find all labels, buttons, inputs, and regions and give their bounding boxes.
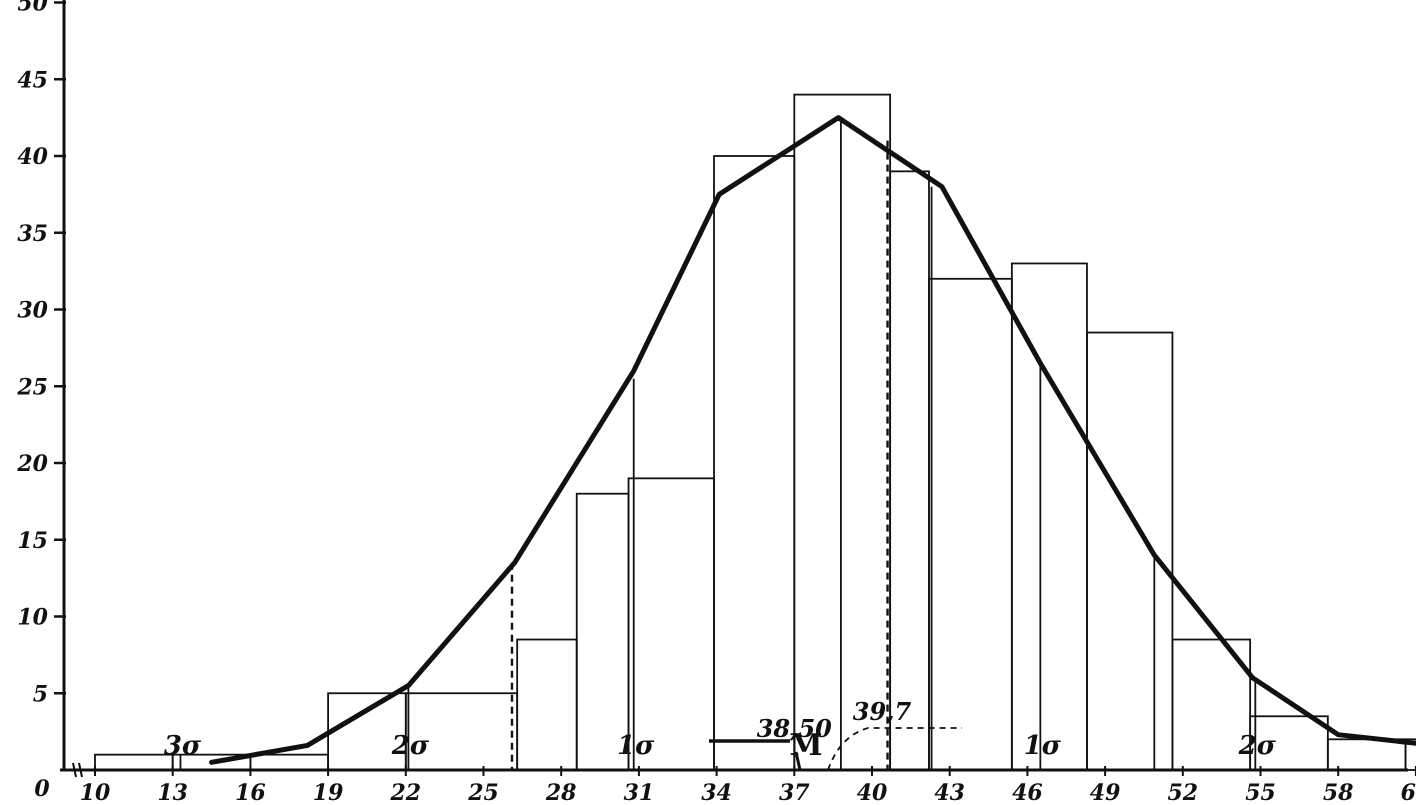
y-tick-label: 30: [17, 298, 48, 324]
x-tick-label: 40: [857, 780, 888, 805]
x-tick-label: 55: [1245, 780, 1276, 805]
histogram-bar: [94, 753, 174, 771]
x-tick-label: 46: [1012, 780, 1043, 805]
curve-line: [209, 115, 1416, 765]
x-tick-label: 25: [467, 780, 499, 805]
x-tick-label: 13: [157, 780, 188, 805]
histogram-bar: [1171, 638, 1252, 771]
sigma-label: 1σ: [617, 731, 655, 761]
y-tick-label: 20: [16, 451, 48, 477]
tick-labels: 5 10 15 20 25 30 35 40 45 50 0 10 13 16 19 22 25 28 31 34 37…: [16, 0, 1416, 805]
axes: [54, 0, 1416, 778]
annotation-mean-value: 38,50: [757, 714, 832, 743]
y-tick-label: 35: [17, 221, 48, 247]
x-tick-label: 49: [1090, 780, 1121, 805]
x-tick-label: 52: [1167, 780, 1198, 805]
sigma-label: 2σ: [1238, 731, 1277, 761]
histogram-bar: [793, 93, 892, 771]
x-tick-label: 58: [1323, 780, 1354, 805]
x-tick-label: 37: [779, 780, 810, 805]
histogram-bar: [928, 277, 1013, 771]
y-tick-label: 15: [17, 528, 48, 554]
origin-label: 0: [34, 776, 50, 802]
annotation-dashed-guide: [827, 727, 962, 771]
sigma-label: 2σ: [391, 731, 430, 761]
histogram-bar: [1326, 738, 1407, 771]
x-tick-label: 16: [235, 780, 266, 805]
sigma-reference-lines: 3σ2σ1σ1σ2σ3σ: [164, 117, 1277, 770]
annotation-median-value: 39,7: [853, 697, 912, 726]
x-tick-label: 28: [545, 780, 577, 805]
y-tick-label: 40: [17, 144, 48, 170]
axis-break-mark: [78, 762, 83, 778]
x-tick-label: 43: [934, 780, 965, 805]
histogram-bar: [1404, 738, 1416, 771]
histogram-bar: [575, 492, 630, 771]
histogram-bars: [94, 93, 1416, 771]
normal-curve: [209, 115, 1416, 765]
histogram-bar: [516, 638, 578, 771]
histogram-bar: [1086, 331, 1174, 771]
histogram-bar: [1010, 262, 1088, 771]
annotation-marker-stem: [794, 751, 802, 771]
sigma-label: 1σ: [1024, 731, 1062, 761]
y-tick-label: 25: [16, 374, 48, 400]
x-tick-label: 61: [1401, 780, 1416, 805]
x-tick-label: 10: [80, 780, 111, 805]
y-tick-label: 50: [17, 0, 48, 17]
annotation-median-marker: M: [789, 728, 822, 763]
sigma-label: 3σ: [164, 731, 202, 761]
histogram-bar: [249, 753, 329, 771]
x-tick-label: 34: [701, 780, 732, 805]
histogram-bar: [713, 155, 796, 771]
y-tick-label: 5: [33, 681, 48, 707]
y-tick-label: 10: [17, 605, 48, 631]
histogram-bar: [889, 170, 930, 771]
x-tick-label: 31: [624, 780, 655, 805]
y-tick-label: 45: [17, 67, 48, 93]
x-tick-label: 22: [389, 780, 421, 805]
histogram-bar: [627, 477, 715, 771]
axis-break-mark: [72, 762, 77, 778]
annotations: 38,50M 39,7: [709, 697, 962, 771]
x-tick-label: 19: [313, 780, 344, 805]
